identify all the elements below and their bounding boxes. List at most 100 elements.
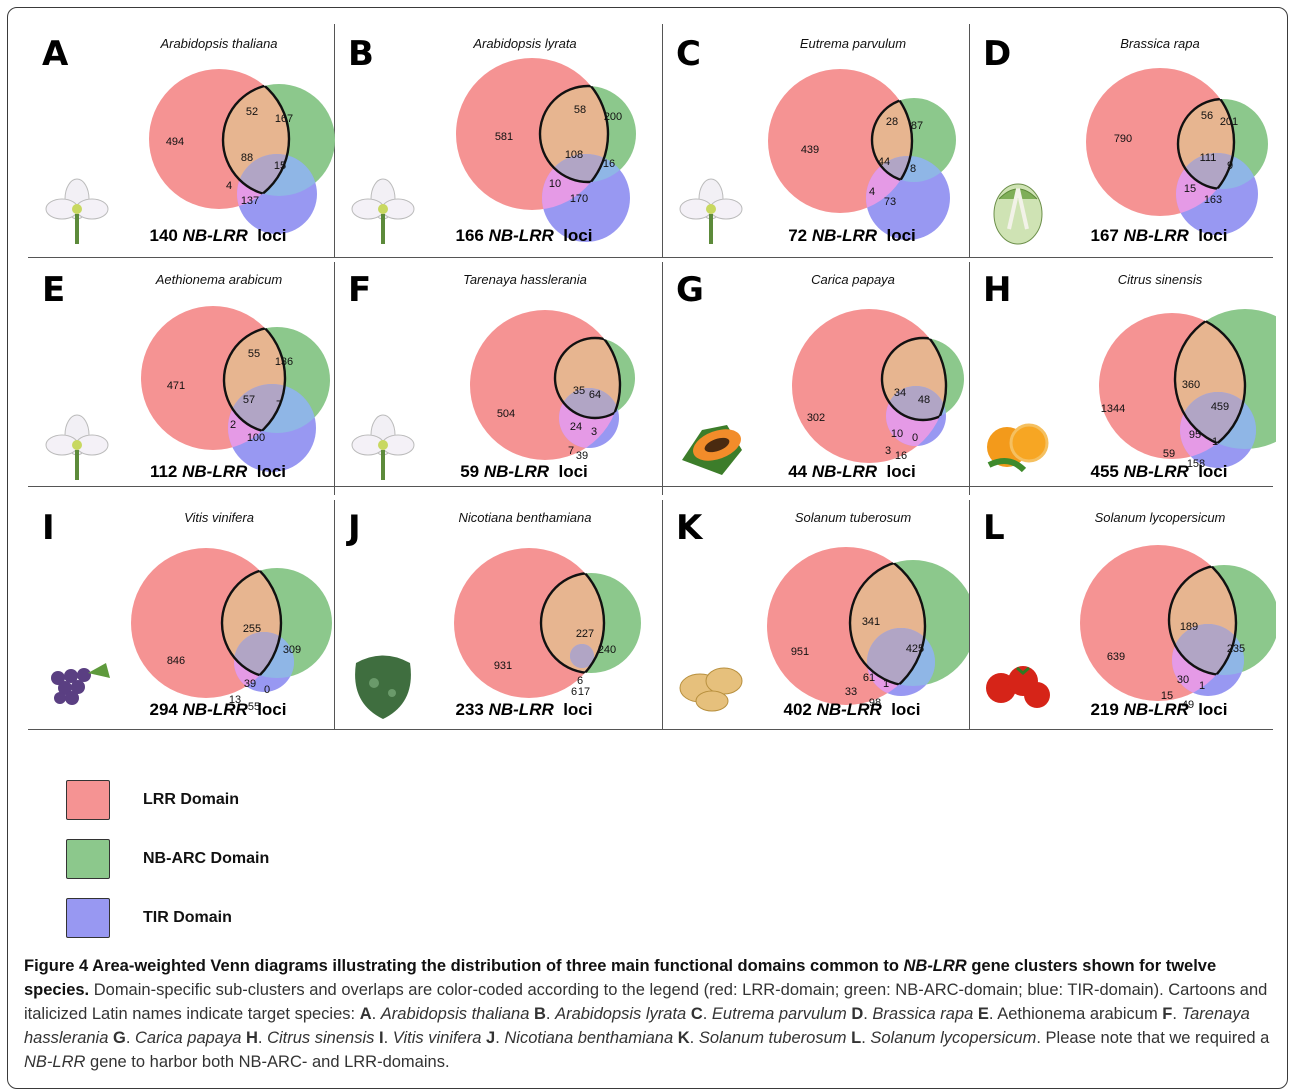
legend-swatch-nbarc <box>66 839 110 879</box>
count-lrr-only: 471 <box>167 380 185 392</box>
species-name: Arabidopsis thaliana <box>160 36 278 51</box>
count-nb-only: 240 <box>598 644 616 656</box>
legend-item-lrr: LRR Domain <box>66 780 366 826</box>
species-name: Citrus sinensis <box>1117 272 1203 287</box>
caption-body: Domain-specific sub-clusters and overlap… <box>24 981 1268 1023</box>
venn-diagram: 302 34 48 10 0 3 16 <box>792 309 964 463</box>
nb-lrr-outline <box>1169 565 1238 675</box>
count-lrr-nb: 58 <box>574 104 586 116</box>
row-divider <box>28 729 1273 730</box>
count-nb-tir: 1 <box>883 678 889 690</box>
nb-lrr-outline <box>553 336 620 420</box>
count-nb-only: 200 <box>604 111 622 123</box>
caption-species-name: Arabidopsis lyrata <box>555 1005 687 1023</box>
caption-species-letter: G <box>112 1029 126 1047</box>
loci-count: 112 <box>149 462 178 481</box>
count-lrr-tir: 6 <box>571 686 577 698</box>
panel-letter: I <box>42 508 55 548</box>
count-lrr-only: 494 <box>166 136 184 148</box>
loci-type: NB-LRR <box>488 700 554 719</box>
row-divider <box>28 486 1273 487</box>
caption-species-letter: I <box>378 1029 384 1047</box>
count-lrr-tir: 2 <box>230 419 236 431</box>
loci-count: 294 <box>149 700 178 719</box>
caption-species-letter: B <box>533 1005 546 1023</box>
panel-letter: A <box>42 34 69 74</box>
loci-type: NB-LRR <box>1123 226 1189 245</box>
loci-type: NB-LRR <box>483 462 550 481</box>
species-name: Carica papaya <box>811 272 895 287</box>
nb-lrr-outline <box>541 573 606 673</box>
panel-letter: H <box>983 270 1012 310</box>
count-lrr-nb: 34 <box>894 387 906 399</box>
loci-suffix: loci <box>886 226 916 245</box>
loci-type: NB-LRR <box>811 226 878 245</box>
count-nb-only: 309 <box>283 644 301 656</box>
flower-icon <box>344 405 422 483</box>
loci-count-label: 167 NB-LRR loci <box>1059 226 1259 246</box>
species-name: Solanum tuberosum <box>794 510 912 525</box>
venn-diagram: 471 55 136 57 7 2 100 <box>141 306 330 472</box>
loci-count: 455 <box>1090 462 1119 481</box>
loci-count-label: 166 NB-LRR loci <box>424 226 624 246</box>
nb-lrr-outline <box>223 84 291 196</box>
count-all: 39 <box>244 678 256 690</box>
figure-frame <box>7 7 1288 1089</box>
loci-count: 44 <box>788 462 808 481</box>
caption-species-letter: K <box>677 1029 690 1047</box>
count-nb-only: 425 <box>906 643 924 655</box>
caption-species-letter: F <box>1162 1005 1173 1023</box>
loci-suffix: loci <box>563 700 593 719</box>
count-lrr-nb: 56 <box>1201 110 1213 122</box>
loci-count: 72 <box>788 226 808 245</box>
triple-overlap <box>1172 624 1236 675</box>
grapes-icon <box>38 643 116 721</box>
caption-species-letter: D <box>851 1005 864 1023</box>
legend-label-tir: TIR Domain <box>143 909 232 926</box>
venn-panel-a: 494 52 167 88 15 4 137 A Arabidopsis thaliana 140… <box>28 24 335 258</box>
venn-panel-f: 504 35 64 24 3 7 39 F Tarenaya hasslerania 59 NB-… <box>334 260 641 494</box>
caption-species-name: Arabidopsis thaliana <box>380 1005 530 1023</box>
nb-lrr-outline <box>538 84 608 184</box>
nb-lrr-outline <box>555 338 622 418</box>
species-name: Nicotiana benthamiana <box>458 510 592 525</box>
count-lrr-nb: 35 <box>573 385 585 397</box>
loci-count: 219 <box>1090 700 1119 719</box>
row-divider <box>28 257 1273 258</box>
loci-suffix: loci <box>1198 226 1228 245</box>
flower-icon <box>38 169 116 247</box>
caption-species-letter: H <box>246 1029 258 1047</box>
triple-overlap <box>1180 392 1245 449</box>
count-lrr-nb: 52 <box>246 106 258 118</box>
count-nb-tir: 1 <box>1212 436 1218 448</box>
loci-suffix: loci <box>563 226 593 245</box>
species-name: Vitis vinifera <box>184 510 254 525</box>
count-all: 44 <box>878 156 890 168</box>
caption-note: Please note that we required a NB-LRR ge… <box>24 1029 1270 1071</box>
caption-species-name: Nicotiana benthamiana <box>504 1029 674 1047</box>
loci-type: NB-LRR <box>488 226 554 245</box>
venn-panel-j: 931 227 240 6 6 17 J Nicotiana benthamiana 233 N… <box>334 498 641 732</box>
triple-overlap <box>886 386 946 420</box>
panel-divider <box>969 262 970 495</box>
loci-count: 59 <box>460 462 480 481</box>
nb-lrr-outline <box>880 336 946 422</box>
loci-suffix: loci <box>257 700 287 719</box>
nb-lrr-outline <box>850 560 927 686</box>
panel-letter: C <box>676 34 701 74</box>
loci-type: NB-LRR <box>816 700 882 719</box>
nb-lrr-outline <box>882 338 948 420</box>
loci-suffix: loci <box>1198 700 1228 719</box>
loci-suffix: loci <box>558 462 588 481</box>
panel-letter: E <box>42 270 66 310</box>
count-all: 30 <box>1177 674 1189 686</box>
legend-label-lrr: LRR Domain <box>143 791 239 808</box>
loci-count-label: 59 NB-LRR loci <box>424 462 624 482</box>
loci-count-label: 233 NB-LRR loci <box>424 700 624 720</box>
caption-species-name: Eutrema parvulum <box>711 1005 847 1023</box>
count-nb-only: 201 <box>1220 116 1238 128</box>
count-nb-tir: 8 <box>910 163 916 175</box>
count-lrr-nb: 55 <box>248 348 260 360</box>
loci-type: NB-LRR <box>1123 462 1189 481</box>
count-nb-tir: 1 <box>1199 680 1205 692</box>
